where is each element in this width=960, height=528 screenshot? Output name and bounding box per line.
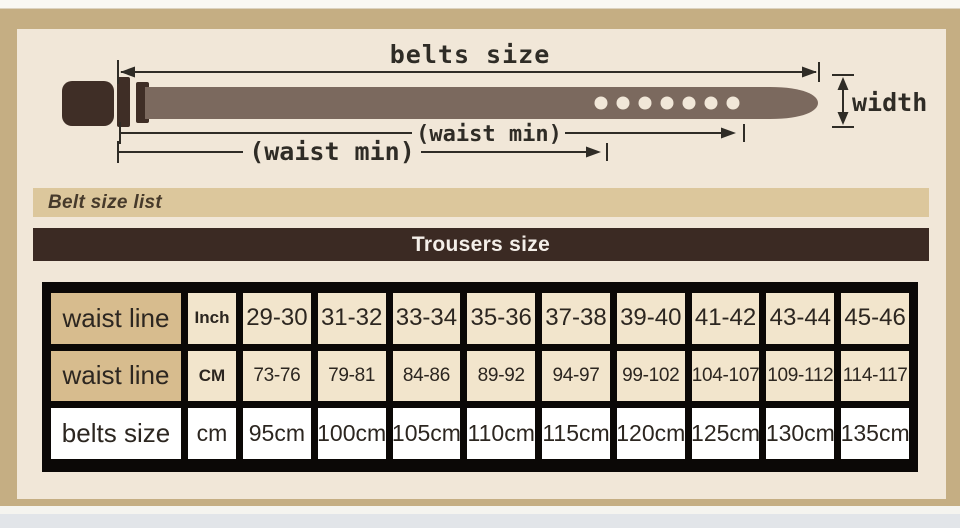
table-cell: 114-117 [841, 350, 909, 402]
table-cell: 99-102 [616, 350, 685, 402]
table-cell: 31-32 [317, 293, 386, 344]
table-cell: 37-38 [542, 293, 610, 344]
belt-size-list-label: Belt size list [48, 191, 163, 213]
table-cell: 110cm [467, 408, 536, 459]
table-cell: 33-34 [392, 293, 461, 344]
row-header-cell: belts size [51, 408, 181, 459]
trousers-size-title: Trousers size [411, 232, 551, 256]
row-header-cell: waist line [51, 293, 181, 344]
table-cell: 41-42 [691, 293, 760, 344]
bottom-white-strip [0, 506, 960, 514]
table-cell: 104-107 [691, 350, 760, 402]
unit-cell: CM [188, 350, 236, 402]
table-cell: 45-46 [841, 293, 909, 344]
row-header-cell: waist line [51, 350, 181, 402]
table-cell: 73-76 [243, 350, 311, 402]
top-strip [0, 0, 960, 9]
belt-size-table: waist line Inch 29-30 31-32 33-34 35-36 … [42, 282, 918, 472]
table-cell: 95cm [243, 408, 311, 459]
table-cell: 120cm [616, 408, 685, 459]
belt-size-list-band: Belt size list [33, 188, 929, 217]
table-cell: 94-97 [542, 350, 610, 402]
table-cell: 105cm [392, 408, 461, 459]
table-cell: 79-81 [317, 350, 386, 402]
table-cell: 89-92 [467, 350, 536, 402]
table-cell: 43-44 [766, 293, 835, 344]
table-cell: 135cm [841, 408, 909, 459]
table-cell: 35-36 [467, 293, 536, 344]
unit-cell: Inch [188, 293, 236, 344]
table-cell: 100cm [317, 408, 386, 459]
table-cell: 125cm [691, 408, 760, 459]
unit-cell: cm [188, 408, 236, 459]
table-cell: 39-40 [616, 293, 685, 344]
table-cell: 109-112 [766, 350, 835, 402]
table-cell: 115cm [542, 408, 610, 459]
bottom-gray-strip [0, 514, 960, 528]
table-cell: 84-86 [392, 350, 461, 402]
trousers-size-bar: Trousers size [33, 228, 929, 261]
table-cell: 29-30 [243, 293, 311, 344]
table-cell: 130cm [766, 408, 835, 459]
